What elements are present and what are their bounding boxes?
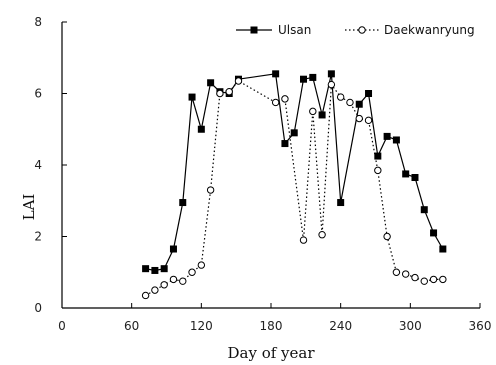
legend-label: Daekwanryung (384, 23, 475, 37)
data-point (439, 275, 447, 284)
data-point (392, 136, 400, 144)
data-point (281, 140, 289, 148)
data-point (234, 77, 243, 85)
legend-marker (358, 26, 366, 34)
data-point (420, 206, 428, 214)
x-tick-label: 240 (329, 319, 352, 333)
data-point (392, 268, 401, 276)
data-point (271, 98, 280, 107)
data-point (142, 265, 150, 273)
data-point (141, 291, 150, 300)
legend: Ulsan Daekwanryung (236, 23, 475, 37)
data-point (337, 199, 345, 207)
data-point (290, 129, 298, 137)
data-point (281, 95, 289, 103)
ticks: 0 60 120 180 240 300 360 0 2 4 6 8 (34, 15, 491, 333)
x-tick-label: 180 (260, 319, 283, 333)
x-tick-label: 120 (190, 319, 213, 333)
data-point (383, 232, 391, 241)
data-point (179, 277, 187, 285)
data-point (206, 186, 215, 194)
data-point (355, 114, 363, 123)
data-point (430, 229, 438, 237)
data-point (188, 93, 196, 101)
data-point (327, 80, 336, 89)
data-point (374, 166, 382, 175)
data-point (401, 270, 410, 278)
data-point (207, 79, 215, 87)
data-point (411, 273, 419, 282)
y-tick-label: 6 (34, 87, 42, 101)
y-tick-label: 4 (34, 158, 42, 172)
data-point (216, 89, 224, 98)
data-point (420, 277, 428, 285)
data-point (188, 268, 196, 276)
data-point (318, 111, 326, 119)
legend-item: Daekwanryung (345, 23, 475, 37)
data-point (365, 90, 373, 97)
data-point (197, 125, 205, 133)
data-point (355, 100, 363, 108)
data-point (169, 275, 178, 284)
data-point (299, 236, 308, 244)
data-point (300, 75, 308, 83)
x-tick-label: 300 (399, 319, 422, 333)
data-point (336, 93, 345, 101)
data-point (346, 98, 354, 107)
data-point (169, 245, 177, 253)
data-point (374, 152, 382, 160)
legend-marker (250, 26, 258, 34)
data-point (402, 170, 410, 178)
data-point (197, 261, 206, 269)
data-point (383, 132, 391, 140)
y-axis-title: LAI (20, 194, 38, 221)
data-point (429, 275, 438, 284)
x-tick-label: 60 (124, 319, 139, 333)
legend-item: Ulsan (236, 23, 311, 37)
data-point (151, 266, 159, 274)
y-tick-label: 8 (34, 15, 42, 29)
axes (61, 22, 480, 309)
data-point (364, 116, 373, 125)
data-point (160, 281, 168, 289)
data-point (309, 73, 317, 81)
data-point (225, 88, 233, 96)
legend-label: Ulsan (278, 23, 311, 37)
y-tick-label: 2 (34, 230, 42, 244)
data-point (151, 286, 159, 294)
series-layer (141, 70, 447, 300)
x-tick-label: 360 (469, 319, 492, 333)
data-point (160, 265, 168, 273)
data-point (272, 70, 280, 78)
data-point (318, 231, 326, 239)
data-point (309, 107, 317, 116)
data-point (327, 70, 335, 78)
y-tick-label: 0 (34, 301, 42, 315)
data-point (439, 245, 447, 253)
data-point (411, 174, 419, 182)
data-point (179, 199, 187, 207)
x-axis-title: Day of year (227, 344, 315, 362)
x-tick-label: 0 (58, 319, 66, 333)
series-daekwanryung (141, 77, 447, 300)
